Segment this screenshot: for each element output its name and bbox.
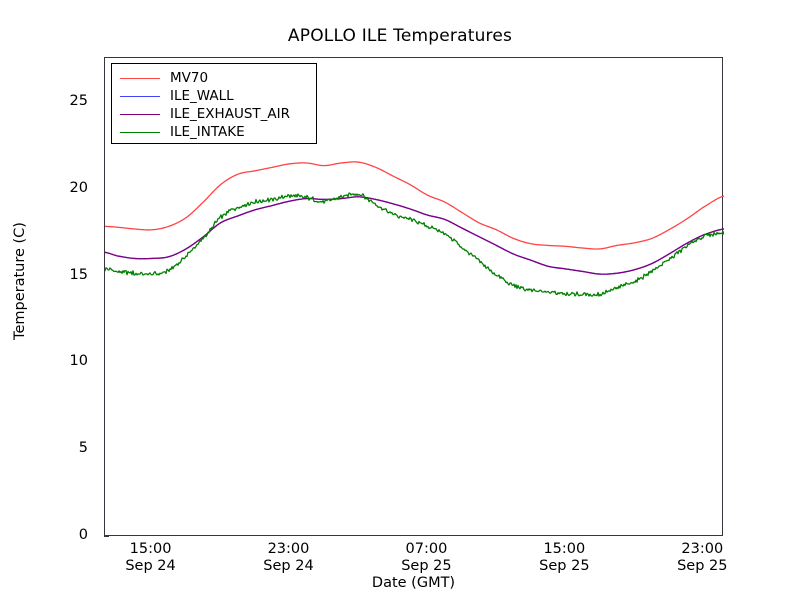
series-line-ile_wall <box>105 196 724 275</box>
legend-item: ILE_INTAKE <box>112 123 316 141</box>
x-tick-time: 23:00 <box>681 541 724 557</box>
x-tick-label: 15:00 Sep 25 <box>494 541 634 575</box>
series-line-ile_intake <box>105 192 724 297</box>
x-tick-label: 23:00 Sep 24 <box>218 541 358 575</box>
legend-label: MV70 <box>170 70 209 86</box>
x-tick-time: 15:00 <box>129 541 172 557</box>
x-tick-date: Sep 25 <box>401 558 452 574</box>
x-tick-date: Sep 24 <box>263 558 314 574</box>
legend-item: ILE_WALL <box>112 87 316 105</box>
legend-color-swatch <box>120 95 160 97</box>
legend-item: MV70 <box>112 69 316 87</box>
chart-title: APOLLO ILE Temperatures <box>287 26 513 46</box>
y-tick-label: 15 <box>69 266 88 283</box>
legend-color-swatch <box>120 131 160 133</box>
x-tick-label: 23:00 Sep 25 <box>632 541 772 575</box>
y-tick-label: 0 <box>78 527 88 543</box>
chart-legend: MV70 ILE_WALL ILE_EXHAUST_AIR ILE_INTAKE <box>111 63 317 144</box>
x-tick-time: 15:00 <box>543 541 586 557</box>
legend-color-swatch <box>120 113 160 115</box>
series-line-ile_exhaust_air <box>105 196 724 275</box>
x-tick-date: Sep 25 <box>539 558 590 574</box>
x-tick-date: Sep 25 <box>677 558 728 574</box>
legend-item: ILE_EXHAUST_AIR <box>112 105 316 123</box>
legend-label: ILE_WALL <box>170 88 234 104</box>
y-tick-label: 20 <box>69 179 88 196</box>
y-tick-label: 25 <box>69 93 88 110</box>
x-tick-label: 07:00 Sep 25 <box>356 541 496 575</box>
x-tick-time: 07:00 <box>405 541 448 557</box>
legend-color-swatch <box>120 77 160 79</box>
y-tick-label: 10 <box>69 353 88 370</box>
y-tick-label: 5 <box>78 440 88 457</box>
x-tick-date: Sep 24 <box>125 558 176 574</box>
series-canvas <box>105 161 724 297</box>
legend-label: ILE_EXHAUST_AIR <box>170 106 290 122</box>
x-axis-label: Date (GMT) <box>371 575 456 591</box>
y-axis-label: Temperature (C) <box>12 222 28 340</box>
series-line-mv70 <box>105 161 724 250</box>
x-tick-label: 15:00 Sep 24 <box>81 541 221 575</box>
x-tick-time: 23:00 <box>267 541 310 557</box>
legend-label: ILE_INTAKE <box>170 124 245 140</box>
